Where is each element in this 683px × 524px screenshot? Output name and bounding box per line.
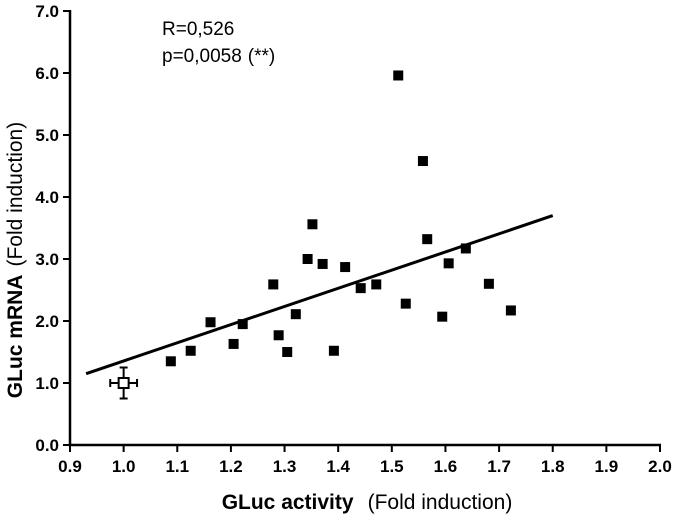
x-tick-label: 1.2 bbox=[219, 457, 243, 476]
axes bbox=[68, 10, 661, 447]
x-tick-label: 1.6 bbox=[434, 457, 458, 476]
y-tick-label: 4.0 bbox=[35, 188, 59, 207]
control-point bbox=[117, 377, 130, 389]
y-tick-label: 0.0 bbox=[35, 436, 59, 455]
data-point bbox=[437, 311, 448, 322]
x-axis-title-main: GLuc activity bbox=[222, 491, 354, 514]
data-point bbox=[268, 279, 279, 290]
y-tick-label: 3.0 bbox=[35, 250, 59, 269]
data-point bbox=[400, 298, 411, 309]
regression-line-group bbox=[85, 214, 554, 376]
data-point bbox=[185, 345, 196, 356]
y-axis-ticks: 0.0 1.0 2.0 3.0 4.0 5.0 6.0 7.0 bbox=[35, 2, 70, 455]
x-tick-label: 1.3 bbox=[273, 457, 297, 476]
x-tick-label: 1.9 bbox=[595, 457, 619, 476]
data-point bbox=[205, 317, 216, 328]
data-points bbox=[165, 70, 516, 367]
p-value-text: p=0,0058 bbox=[162, 46, 242, 67]
y-tick-label: 2.0 bbox=[35, 312, 59, 331]
x-tick-label: 1.7 bbox=[487, 457, 511, 476]
data-point bbox=[328, 345, 339, 356]
data-point bbox=[355, 283, 366, 294]
x-tick-label: 1.5 bbox=[380, 457, 404, 476]
data-point bbox=[302, 254, 313, 264]
data-point bbox=[417, 156, 428, 167]
p-value-annotation: p=0,0058 (**) bbox=[162, 46, 275, 67]
data-point bbox=[317, 258, 328, 269]
data-point bbox=[307, 219, 318, 230]
x-tick-label: 1.0 bbox=[112, 457, 136, 476]
x-tick-label: 2.0 bbox=[648, 457, 672, 476]
data-point bbox=[237, 319, 248, 330]
y-tick-label: 6.0 bbox=[35, 64, 59, 83]
control-point-group bbox=[109, 366, 139, 400]
data-point bbox=[165, 356, 176, 367]
data-point bbox=[422, 234, 433, 245]
annotation-box: R=0,526 p=0,0058 (**) bbox=[162, 19, 275, 67]
x-tick-label: 1.1 bbox=[165, 457, 189, 476]
data-point bbox=[460, 243, 471, 254]
x-axis-ticks: 0.9 1.0 1.1 1.2 1.3 1.4 1.5 1.6 1.7 1.8 1.9 2.0 bbox=[58, 445, 672, 476]
data-point bbox=[273, 330, 284, 341]
significance-stars: (**) bbox=[248, 46, 275, 67]
data-point bbox=[282, 347, 293, 357]
data-point bbox=[290, 309, 301, 320]
data-point bbox=[371, 279, 382, 290]
x-tick-label: 0.9 bbox=[58, 457, 82, 476]
x-axis-title-unit: (Fold induction) bbox=[368, 491, 513, 514]
x-tick-label: 1.4 bbox=[326, 457, 350, 476]
data-point bbox=[443, 258, 454, 269]
regression-line bbox=[85, 214, 554, 376]
x-tick-label: 1.8 bbox=[541, 457, 565, 476]
data-point bbox=[393, 70, 404, 81]
y-tick-label: 7.0 bbox=[35, 2, 59, 21]
data-point bbox=[340, 262, 351, 273]
x-axis-title: GLuc activity (Fold induction) bbox=[222, 491, 513, 514]
data-point bbox=[483, 278, 494, 289]
y-axis-title: GLuc mRNA (Fold induction) bbox=[4, 122, 27, 398]
y-axis-title-main: GLuc mRNA bbox=[4, 275, 27, 399]
data-point bbox=[228, 338, 239, 349]
r-value-annotation: R=0,526 bbox=[162, 19, 234, 40]
y-tick-label: 5.0 bbox=[35, 126, 59, 145]
y-axis-title-unit: (Fold induction) bbox=[4, 122, 27, 267]
y-tick-label: 1.0 bbox=[35, 374, 59, 393]
data-point bbox=[505, 305, 516, 316]
